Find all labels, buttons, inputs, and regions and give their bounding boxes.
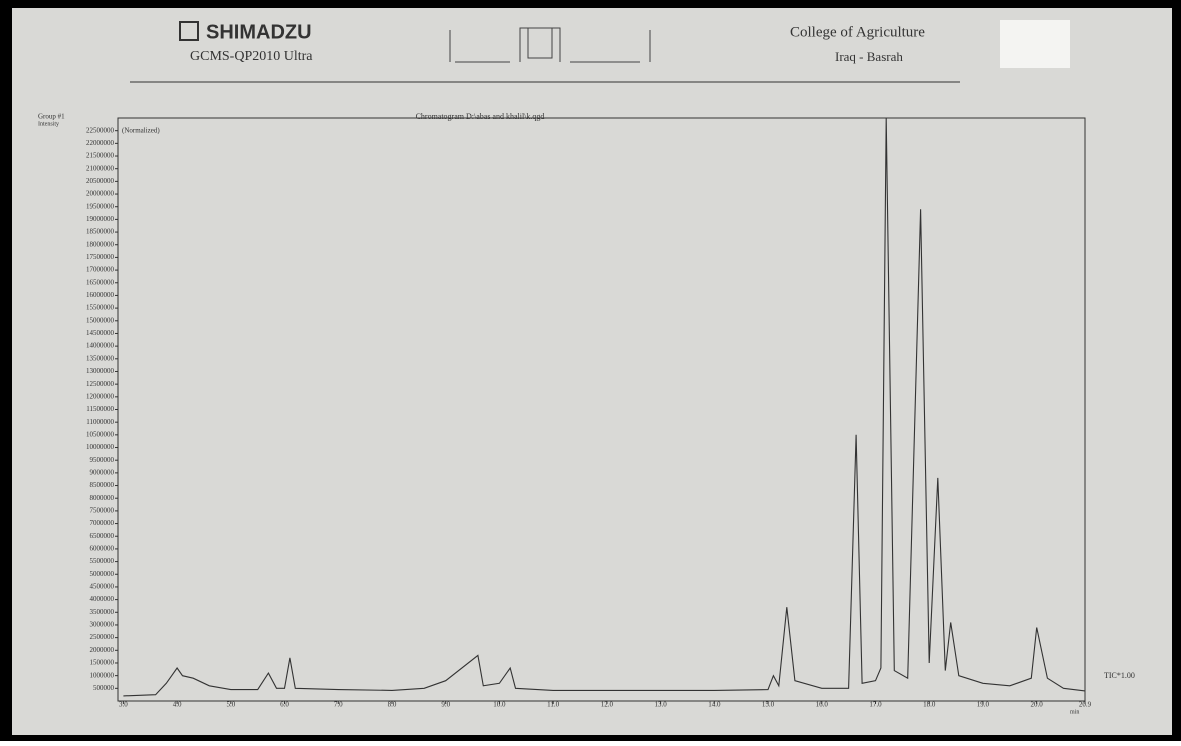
location: Iraq - Basrah xyxy=(835,49,903,64)
y-tick-label: 4500000 xyxy=(90,583,115,591)
y-tick-label: 9000000 xyxy=(90,468,115,476)
x-tick-label: 17.0 xyxy=(869,701,882,709)
brand: SHIMADZU xyxy=(206,21,312,43)
y-tick-label: 1000000 xyxy=(90,671,115,679)
y-tick-label: 6000000 xyxy=(90,545,115,553)
y-tick-label: 1500000 xyxy=(90,659,115,667)
group-label: Group #1 xyxy=(38,113,65,121)
x-tick-label: 4.0 xyxy=(173,701,182,709)
y-tick-label: 3000000 xyxy=(90,621,115,629)
y-tick-label: 10000000 xyxy=(86,443,115,451)
x-tick-label: 9.0 xyxy=(441,701,450,709)
institution: College of Agriculture xyxy=(790,24,925,40)
y-tick-label: 2000000 xyxy=(90,646,115,654)
y-tick-label: 7500000 xyxy=(90,507,115,515)
y-tick-label: 13500000 xyxy=(86,354,115,362)
y-tick-label: 5000000 xyxy=(90,570,115,578)
paper xyxy=(12,8,1172,735)
y-tick-label: 18000000 xyxy=(86,240,115,248)
y-tick-label: 17000000 xyxy=(86,266,115,274)
y-tick-label: 4000000 xyxy=(90,595,115,603)
y-axis-label: Intensity xyxy=(38,121,59,127)
x-axis-label: min xyxy=(1070,709,1079,715)
y-tick-label: 12000000 xyxy=(86,392,115,400)
x-tick-label: 11.0 xyxy=(547,701,559,709)
x-tick-label: 19.0 xyxy=(977,701,990,709)
y-tick-label: 21000000 xyxy=(86,164,115,172)
model: GCMS-QP2010 Ultra xyxy=(190,49,313,64)
y-tick-label: 14500000 xyxy=(86,329,115,337)
x-tick-label: 15.0 xyxy=(762,701,775,709)
y-tick-label: 15500000 xyxy=(86,304,115,312)
y-tick-label: 12500000 xyxy=(86,380,115,388)
brand-logo xyxy=(179,21,199,41)
x-tick-label: 14.0 xyxy=(708,701,721,709)
y-tick-label: 17500000 xyxy=(86,253,115,261)
y-tick-label: 11500000 xyxy=(86,405,114,413)
series-label: TIC*1.00 xyxy=(1104,671,1135,680)
x-tick-label: 8.0 xyxy=(388,701,397,709)
y-tick-label: 11000000 xyxy=(86,418,114,426)
x-tick-label: 7.0 xyxy=(334,701,343,709)
y-tick-label: 14000000 xyxy=(86,342,115,350)
y-tick-label: 3500000 xyxy=(90,608,115,616)
x-tick-label: 5.0 xyxy=(226,701,235,709)
y-tick-label: 16000000 xyxy=(86,291,115,299)
x-tick-label: 12.0 xyxy=(601,701,614,709)
y-tick-label: 8000000 xyxy=(90,494,115,502)
y-tick-label: 19500000 xyxy=(86,202,115,210)
x-tick-label: 6.0 xyxy=(280,701,289,709)
x-tick-label: 16.0 xyxy=(816,701,829,709)
y-tick-label: 500000 xyxy=(93,684,115,692)
x-tick-label: 20.0 xyxy=(1031,701,1044,709)
y-tick-label: 5500000 xyxy=(90,557,115,565)
center-logo xyxy=(449,27,651,63)
y-tick-label: 22000000 xyxy=(86,139,115,147)
y-tick-label: 13000000 xyxy=(86,367,115,375)
y-tick-label: 20500000 xyxy=(86,177,115,185)
x-tick-label: 10.0 xyxy=(493,701,506,709)
x-tick-label: 18.0 xyxy=(923,701,936,709)
x-tick-label: 3.0 xyxy=(119,701,128,709)
y-tick-label: 10500000 xyxy=(86,430,115,438)
y-tick-label: 22500000 xyxy=(86,126,115,134)
y-tick-label: 6500000 xyxy=(90,532,115,540)
y-tick-label: 9500000 xyxy=(90,456,115,464)
y-tick-label: 8500000 xyxy=(90,481,115,489)
y-tick-label: 15000000 xyxy=(86,316,115,324)
y-note: (Normalized) xyxy=(122,127,160,135)
y-tick-label: 2500000 xyxy=(90,633,115,641)
chart-title: Chromatogram D:\abas and khalil\k.qgd xyxy=(416,112,545,121)
y-tick-label: 19000000 xyxy=(86,215,115,223)
y-tick-label: 20000000 xyxy=(86,190,115,198)
y-tick-label: 7000000 xyxy=(90,519,115,527)
tic-trace xyxy=(123,117,1086,697)
y-tick-label: 21500000 xyxy=(86,152,115,160)
x-tick-label: 13.0 xyxy=(654,701,667,709)
y-tick-label: 16500000 xyxy=(86,278,115,286)
white-patch xyxy=(1000,20,1070,68)
y-tick-label: 18500000 xyxy=(86,228,115,236)
x-tick-label: 20.9 xyxy=(1079,701,1092,709)
